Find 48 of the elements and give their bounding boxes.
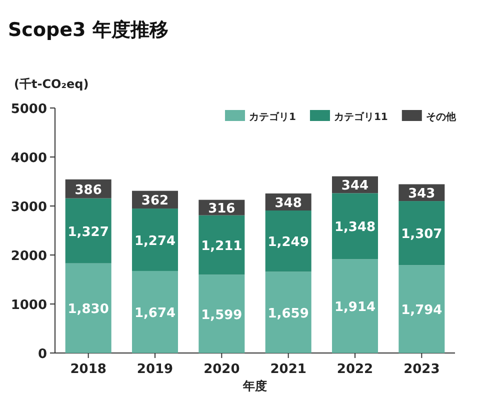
bar <box>132 208 178 271</box>
bar <box>198 274 245 353</box>
data-label: 1,914 <box>334 300 376 316</box>
data-label: 1,599 <box>201 308 242 323</box>
y-axis-title: (千t-CO₂eq) <box>14 77 89 91</box>
y-tick-label: 1000 <box>10 298 47 313</box>
data-label: 1,211 <box>201 238 242 254</box>
y-tick-label: 2000 <box>10 249 47 264</box>
data-label: 344 <box>341 178 369 194</box>
bar <box>198 215 245 275</box>
bar <box>332 193 378 260</box>
data-label: 1,348 <box>334 220 376 236</box>
bar <box>398 265 445 353</box>
legend-label: カテゴリ1 <box>249 111 296 123</box>
x-axis-title: 年度 <box>242 379 267 393</box>
x-tick-label: 2018 <box>70 362 106 377</box>
data-label: 348 <box>274 196 302 211</box>
x-tick-label: 2023 <box>404 362 440 377</box>
data-label: 1,830 <box>68 302 109 318</box>
data-label: 362 <box>141 194 169 209</box>
bar <box>265 210 312 272</box>
data-label: 1,327 <box>68 224 109 240</box>
bar <box>265 272 312 353</box>
x-tick-label: 2020 <box>204 362 240 377</box>
bar <box>332 259 378 353</box>
data-label: 1,307 <box>401 227 442 242</box>
x-tick-label: 2021 <box>270 362 306 377</box>
bar <box>65 263 112 353</box>
x-tick-label: 2019 <box>136 362 174 377</box>
data-label: 316 <box>208 202 236 217</box>
chart-title: Scope3 年度推移 <box>8 19 168 41</box>
data-label: 1,249 <box>268 235 309 250</box>
data-label: 1,659 <box>268 306 309 322</box>
data-label: 343 <box>408 186 436 202</box>
legend-label: カテゴリ11 <box>334 111 388 123</box>
y-tick-label: 3000 <box>10 200 47 215</box>
bar <box>398 201 445 266</box>
bar <box>65 198 112 264</box>
data-label: 1,274 <box>134 234 176 249</box>
y-tick-label: 5000 <box>10 102 47 117</box>
bar <box>132 270 178 353</box>
y-tick-label: 0 <box>38 347 47 362</box>
data-label: 386 <box>74 182 102 198</box>
legend-label: その他 <box>426 111 457 123</box>
data-label: 1,794 <box>401 303 442 318</box>
x-tick-label: 2022 <box>336 362 374 377</box>
data-label: 1,674 <box>134 306 176 321</box>
y-tick-label: 4000 <box>10 151 47 166</box>
